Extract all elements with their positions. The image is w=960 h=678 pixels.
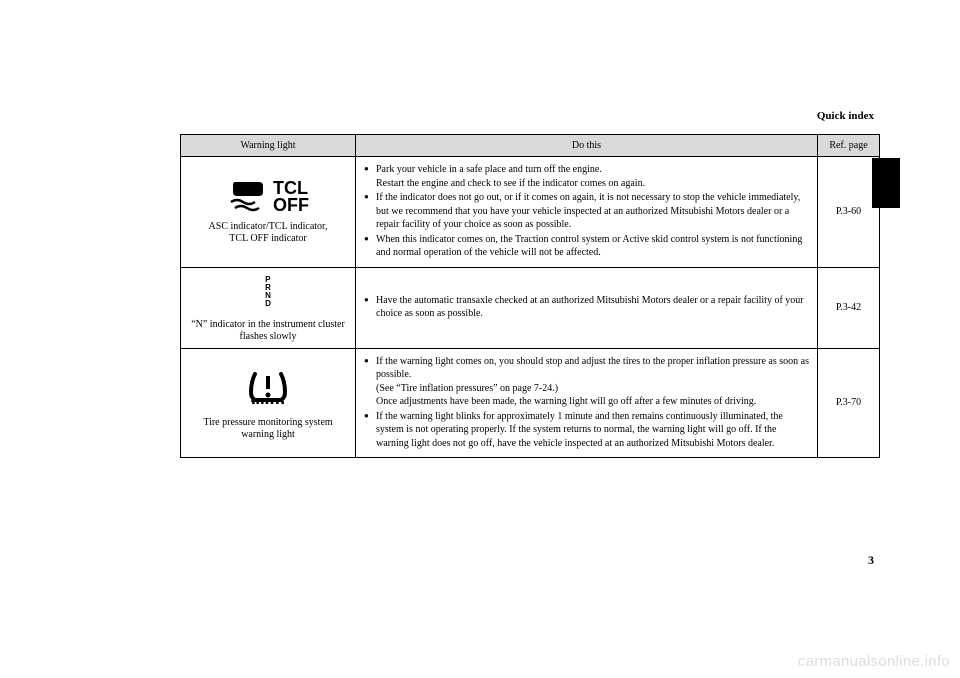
page-content: Quick index Warning light Do this Ref. p… [180, 110, 880, 458]
warning-cell-asc-tcl: TCL OFF ASC indicator/TCL indicator, TCL… [181, 157, 356, 268]
table-row: TCL OFF ASC indicator/TCL indicator, TCL… [181, 157, 880, 268]
action-cell: Have the automatic transaxle checked at … [356, 267, 818, 348]
warning-caption: “N” indicator in the instrument cluster … [187, 319, 349, 344]
page-number: 3 [868, 553, 874, 568]
table-row: Tire pressure monitoring system warning … [181, 348, 880, 458]
action-cell: If the warning light comes on, you shoul… [356, 348, 818, 458]
prnd-icon: P R N D [265, 276, 271, 308]
ref-cell: P.3-60 [818, 157, 880, 268]
warning-caption: ASC indicator/TCL indicator, TCL OFF ind… [187, 221, 349, 246]
action-bullet: If the warning light comes on, you shoul… [364, 355, 809, 409]
warning-caption: Tire pressure monitoring system warning … [187, 417, 349, 442]
page-section-title: Quick index [180, 110, 880, 122]
skid-icon [227, 178, 267, 217]
ref-cell: P.3-70 [818, 348, 880, 458]
action-bullet: If the warning light blinks for approxim… [364, 410, 809, 451]
table-row: P R N D “N” indicator in the instrument … [181, 267, 880, 348]
warning-cell-tpms: Tire pressure monitoring system warning … [181, 348, 356, 458]
action-bullet: If the indicator does not go out, or if … [364, 191, 809, 232]
warning-light-table: Warning light Do this Ref. page [180, 134, 880, 458]
action-bullet: Park your vehicle in a safe place and tu… [364, 163, 809, 190]
warning-cell-n-indicator: P R N D “N” indicator in the instrument … [181, 267, 356, 348]
column-header-ref: Ref. page [818, 135, 880, 157]
tpms-icon [245, 368, 291, 411]
action-bullet: Have the automatic transaxle checked at … [364, 294, 809, 321]
column-header-action: Do this [356, 135, 818, 157]
action-bullet: When this indicator comes on, the Tracti… [364, 233, 809, 260]
tcl-off-label: TCL OFF [273, 180, 309, 214]
watermark: carmanualsonline.info [798, 653, 950, 670]
action-cell: Park your vehicle in a safe place and tu… [356, 157, 818, 268]
column-header-warning: Warning light [181, 135, 356, 157]
ref-cell: P.3-42 [818, 267, 880, 348]
